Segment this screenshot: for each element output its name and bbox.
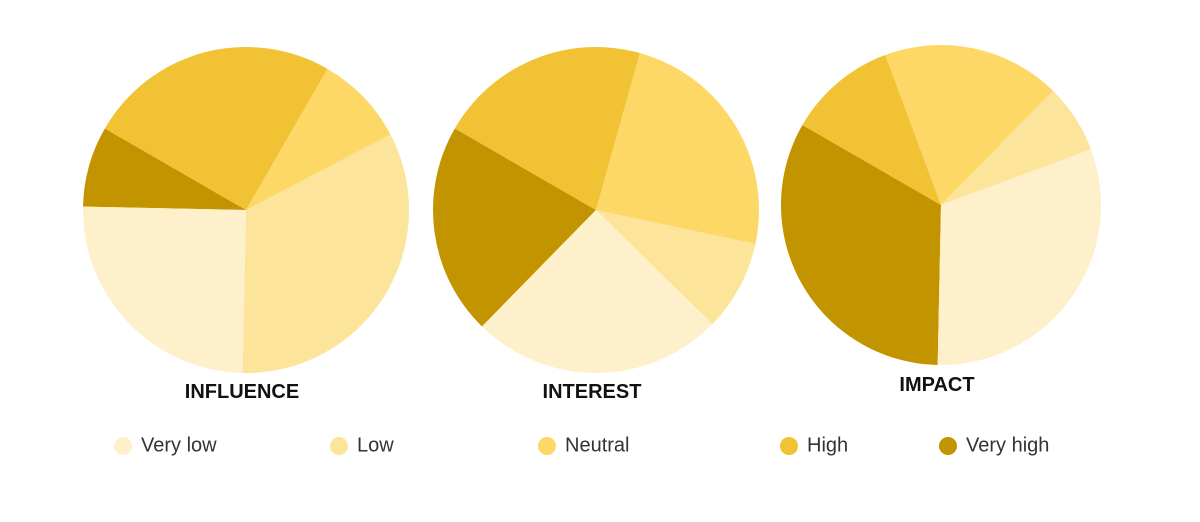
legend-label: High	[807, 434, 848, 456]
chart-title: INFLUENCE	[185, 381, 299, 403]
legend-label: Very high	[966, 434, 1049, 456]
chart-title: IMPACT	[899, 374, 974, 396]
legend-label: Neutral	[565, 434, 629, 456]
pie-slice	[937, 149, 1101, 365]
pie-slice	[104, 46, 328, 210]
legend-marker	[330, 437, 348, 455]
legend-label: Very low	[141, 434, 217, 456]
legend-marker	[114, 437, 132, 455]
legend-marker	[538, 437, 556, 455]
pie-slice	[432, 128, 596, 327]
pie-slice	[596, 53, 759, 244]
pie-slice	[83, 128, 246, 210]
pie-slice	[246, 68, 391, 210]
pie-slice	[802, 55, 941, 205]
chart-title: INTEREST	[543, 381, 642, 403]
pie-slice	[83, 206, 246, 373]
pie-slice	[242, 134, 409, 373]
legend-marker	[780, 437, 798, 455]
pie-slice	[941, 90, 1091, 205]
legend-label: Low	[357, 434, 394, 456]
legend-marker	[939, 437, 957, 455]
pie-slice	[454, 46, 640, 210]
pie-slice	[780, 125, 941, 365]
pie-slice	[481, 210, 713, 373]
pie-slice	[596, 210, 756, 325]
pie-slice	[885, 45, 1053, 206]
